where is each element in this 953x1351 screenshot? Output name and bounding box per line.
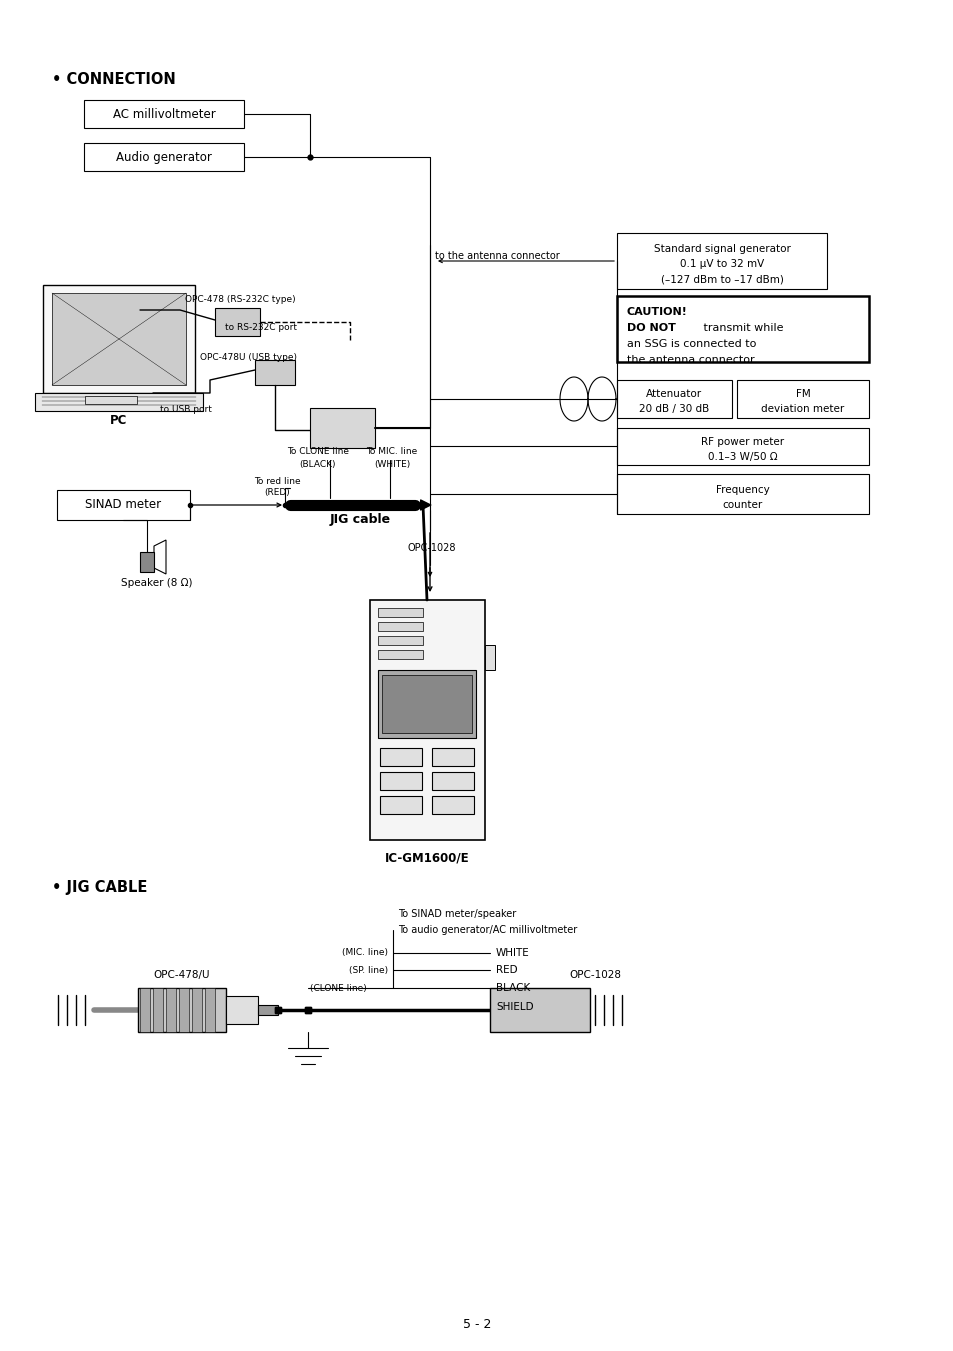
Bar: [214, 308, 260, 336]
Text: to USB port: to USB port: [160, 405, 212, 415]
Text: (SP. line): (SP. line): [349, 966, 391, 974]
Text: FM: FM: [795, 389, 809, 399]
Text: Speaker (8 Ω): Speaker (8 Ω): [121, 578, 193, 588]
Bar: [192, 988, 202, 1032]
Text: counter: counter: [722, 500, 762, 509]
Bar: [84, 100, 244, 128]
Text: (–127 dBm to –17 dBm): (–127 dBm to –17 dBm): [659, 274, 782, 284]
Bar: [490, 988, 589, 1032]
Text: DO NOT: DO NOT: [626, 323, 675, 332]
Bar: [377, 608, 422, 617]
Text: AC millivoltmeter: AC millivoltmeter: [112, 108, 215, 120]
Bar: [57, 490, 190, 520]
Text: (MIC. line): (MIC. line): [342, 948, 391, 958]
Bar: [377, 650, 422, 659]
Polygon shape: [153, 540, 166, 574]
Bar: [617, 474, 868, 513]
Bar: [152, 988, 163, 1032]
Text: (WHITE): (WHITE): [374, 459, 410, 469]
Text: 0.1–3 W/50 Ω: 0.1–3 W/50 Ω: [707, 453, 777, 462]
Text: the antenna connector.: the antenna connector.: [626, 355, 757, 365]
Text: (CLONE line): (CLONE line): [310, 984, 369, 993]
Bar: [379, 748, 421, 766]
Bar: [43, 285, 194, 393]
Bar: [310, 408, 375, 449]
Text: Frequency: Frequency: [716, 485, 769, 494]
Text: (RED): (RED): [264, 489, 290, 497]
Bar: [377, 636, 422, 644]
Bar: [737, 380, 868, 417]
Text: Audio generator: Audio generator: [116, 150, 212, 163]
Bar: [617, 296, 868, 362]
Text: OPC-478 (RS-232C type): OPC-478 (RS-232C type): [185, 296, 295, 304]
Text: SINAD meter: SINAD meter: [85, 499, 161, 512]
Text: IC-GM1600/E: IC-GM1600/E: [384, 851, 469, 865]
Text: To SINAD meter/speaker: To SINAD meter/speaker: [397, 909, 516, 919]
Bar: [377, 621, 422, 631]
Text: 0.1 μV to 32 mV: 0.1 μV to 32 mV: [679, 259, 763, 269]
Bar: [166, 988, 175, 1032]
Text: 5 - 2: 5 - 2: [462, 1319, 491, 1332]
Text: SHIELD: SHIELD: [496, 1002, 533, 1012]
Text: To MIC. line: To MIC. line: [366, 447, 417, 457]
Text: OPC-478U (USB type): OPC-478U (USB type): [200, 354, 296, 362]
Text: to RS-232C port: to RS-232C port: [225, 323, 296, 332]
Text: OPC-478/U: OPC-478/U: [153, 970, 210, 979]
Bar: [140, 553, 153, 571]
Bar: [84, 143, 244, 172]
Bar: [179, 988, 189, 1032]
Text: To audio generator/AC millivoltmeter: To audio generator/AC millivoltmeter: [397, 925, 577, 935]
Text: WHITE: WHITE: [496, 948, 529, 958]
Bar: [254, 359, 294, 385]
Bar: [35, 393, 203, 411]
Bar: [226, 996, 257, 1024]
Text: to the antenna connector: to the antenna connector: [435, 251, 559, 261]
Bar: [381, 676, 472, 734]
Bar: [138, 988, 226, 1032]
Text: To red line: To red line: [253, 477, 300, 485]
Bar: [257, 1005, 277, 1015]
Text: To CLONE line: To CLONE line: [287, 447, 349, 457]
Text: BLACK: BLACK: [496, 984, 530, 993]
Text: • CONNECTION: • CONNECTION: [52, 72, 175, 86]
Bar: [432, 748, 474, 766]
Text: an SSG is connected to: an SSG is connected to: [626, 339, 756, 349]
Text: RF power meter: RF power meter: [700, 436, 783, 447]
Text: (BLACK): (BLACK): [299, 459, 335, 469]
Text: CAUTION!: CAUTION!: [626, 307, 687, 317]
Text: deviation meter: deviation meter: [760, 404, 843, 413]
Bar: [484, 644, 495, 670]
Bar: [617, 428, 868, 465]
Bar: [432, 796, 474, 815]
Bar: [379, 771, 421, 790]
Text: 20 dB / 30 dB: 20 dB / 30 dB: [639, 404, 708, 413]
Bar: [370, 600, 484, 840]
Text: Attenuator: Attenuator: [645, 389, 701, 399]
Text: JIG cable: JIG cable: [329, 513, 390, 527]
Text: OPC-1028: OPC-1028: [568, 970, 620, 979]
Bar: [617, 232, 826, 289]
Bar: [85, 396, 137, 404]
Text: PC: PC: [111, 413, 128, 427]
Bar: [432, 771, 474, 790]
Text: RED: RED: [496, 965, 517, 975]
Text: OPC-1028: OPC-1028: [407, 543, 456, 553]
Bar: [377, 670, 476, 738]
Bar: [140, 988, 150, 1032]
Bar: [379, 796, 421, 815]
Bar: [52, 293, 186, 385]
Text: Standard signal generator: Standard signal generator: [653, 245, 790, 254]
Bar: [617, 380, 731, 417]
Text: • JIG CABLE: • JIG CABLE: [52, 880, 147, 894]
Text: transmit while: transmit while: [700, 323, 782, 332]
Bar: [205, 988, 214, 1032]
